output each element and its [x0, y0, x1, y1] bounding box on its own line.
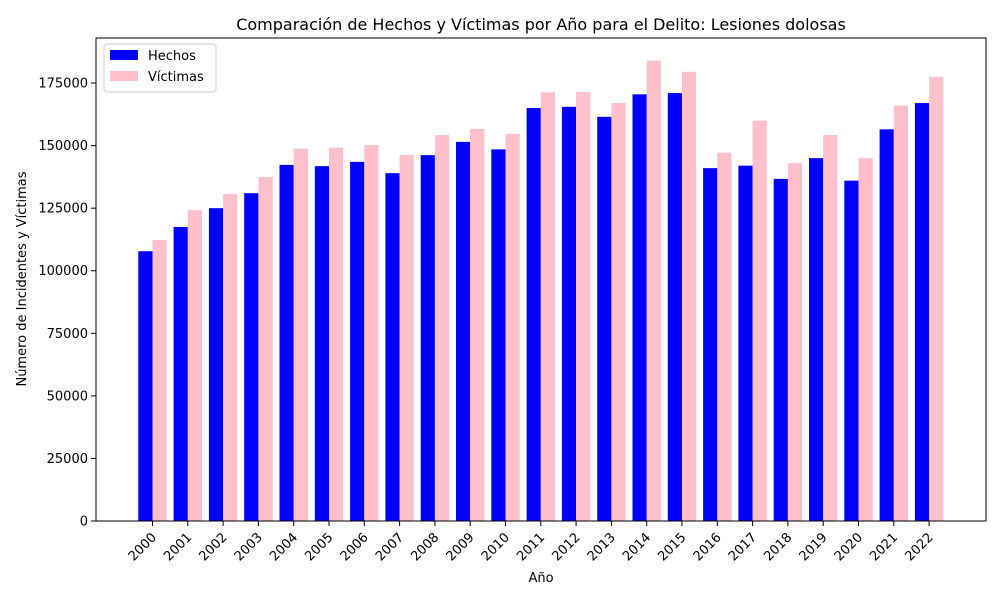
plot-area: 0 25000 50000 75000 100000 125000 150000 175000… — [38, 37, 987, 564]
x-axis-label: Año — [528, 571, 553, 586]
bar-vctimas-2016 — [717, 152, 732, 521]
x-tick-label: 2001 — [161, 530, 195, 564]
x-tick-label: 2007 — [373, 530, 407, 564]
x-tick-label: 2004 — [267, 530, 301, 564]
x-tick-label: 2020 — [832, 530, 866, 564]
bar-hechos-2022 — [914, 103, 930, 521]
bar-vctimas-2010 — [505, 133, 520, 521]
bar-hechos-2002 — [208, 208, 224, 521]
bar-vctimas-2011 — [540, 92, 555, 521]
x-tick-label: 2003 — [232, 530, 266, 564]
bar-hechos-2000 — [138, 251, 153, 521]
y-tick-label: 25000 — [47, 452, 88, 467]
chart-title: Comparación de Hechos y Víctimas por Año… — [236, 15, 846, 34]
x-tick-label: 2000 — [126, 530, 160, 564]
bar-hechos-2015 — [667, 93, 682, 521]
x-tick-label: 2017 — [726, 530, 760, 564]
bar-vctimas-2007 — [399, 154, 414, 521]
y-tick-label: 50000 — [47, 389, 88, 404]
bar-vctimas-2006 — [364, 144, 379, 522]
bar-hechos-2007 — [385, 173, 400, 521]
x-tick-label: 2005 — [302, 530, 336, 564]
bar-hechos-2017 — [738, 165, 753, 521]
y-tick-label: 75000 — [47, 327, 88, 342]
y-tick-label: 125000 — [38, 202, 88, 217]
x-tick-label: 2019 — [797, 530, 831, 564]
x-tick-label: 2010 — [479, 530, 513, 564]
bar-hechos-2001 — [173, 226, 188, 521]
bar-hechos-2019 — [809, 158, 824, 521]
x-tick-label: 2021 — [867, 530, 901, 564]
bar-vctimas-2002 — [223, 193, 238, 521]
bar-vctimas-2022 — [929, 76, 944, 521]
bar-hechos-2016 — [703, 168, 718, 521]
x-tick-label: 2009 — [444, 530, 478, 564]
bar-vctimas-2012 — [576, 91, 591, 521]
bar-vctimas-2004 — [293, 148, 308, 522]
x-tick-label: 2006 — [338, 530, 372, 564]
x-tick-label: 2012 — [550, 530, 584, 564]
legend-swatch — [110, 50, 138, 60]
y-tick-label: 175000 — [38, 77, 88, 92]
bar-hechos-2008 — [420, 155, 435, 521]
bar-hechos-2005 — [314, 166, 329, 521]
bar-hechos-2009 — [456, 141, 471, 522]
bar-hechos-2010 — [491, 149, 506, 521]
bar-vctimas-2021 — [893, 105, 908, 521]
y-tick-label: 150000 — [38, 139, 88, 154]
x-tick-label: 2002 — [197, 530, 231, 564]
bar-hechos-2006 — [350, 161, 365, 521]
x-tick-label: 2013 — [585, 530, 619, 564]
bar-vctimas-2019 — [823, 135, 838, 521]
y-tick-label: 0 — [80, 515, 88, 530]
bar-vctimas-2009 — [470, 128, 485, 521]
bar-vctimas-2017 — [752, 120, 767, 521]
legend-label: Hechos — [148, 49, 196, 64]
bar-vctimas-2001 — [187, 210, 202, 521]
x-tick-label: 2022 — [903, 530, 937, 564]
y-tick-label: 100000 — [38, 264, 88, 279]
bar-vctimas-2015 — [682, 71, 697, 521]
bar-hechos-2012 — [561, 106, 577, 521]
bar-vctimas-2013 — [611, 103, 626, 521]
bar-hechos-2003 — [244, 193, 259, 521]
bar-hechos-2013 — [597, 116, 612, 521]
x-tick-label: 2014 — [620, 530, 654, 564]
legend: Hechos Víctimas — [103, 43, 217, 93]
y-axis-label: Número de Incidentes y Víctimas — [15, 171, 30, 386]
bar-vctimas-2020 — [858, 158, 873, 521]
bar-vctimas-2014 — [646, 60, 661, 522]
bar-vctimas-2008 — [434, 135, 450, 521]
x-tick-label: 2011 — [514, 530, 548, 564]
bar-hechos-2004 — [279, 164, 294, 521]
bar-hechos-2020 — [844, 180, 859, 521]
bar-vctimas-2018 — [787, 163, 803, 521]
x-tick-label: 2016 — [691, 530, 725, 564]
bar-hechos-2021 — [879, 129, 894, 521]
bar-vctimas-2000 — [152, 239, 167, 521]
legend-swatch — [110, 71, 138, 81]
x-tick-label: 2018 — [761, 530, 795, 564]
bar-hechos-2011 — [526, 108, 541, 521]
x-tick-label: 2015 — [655, 530, 689, 564]
bar-hechos-2018 — [773, 178, 788, 521]
bar-hechos-2014 — [632, 94, 647, 521]
bar-vctimas-2005 — [329, 147, 344, 522]
x-tick-label: 2008 — [408, 530, 442, 564]
legend-label: Víctimas — [148, 70, 204, 85]
bar-vctimas-2003 — [258, 176, 273, 521]
